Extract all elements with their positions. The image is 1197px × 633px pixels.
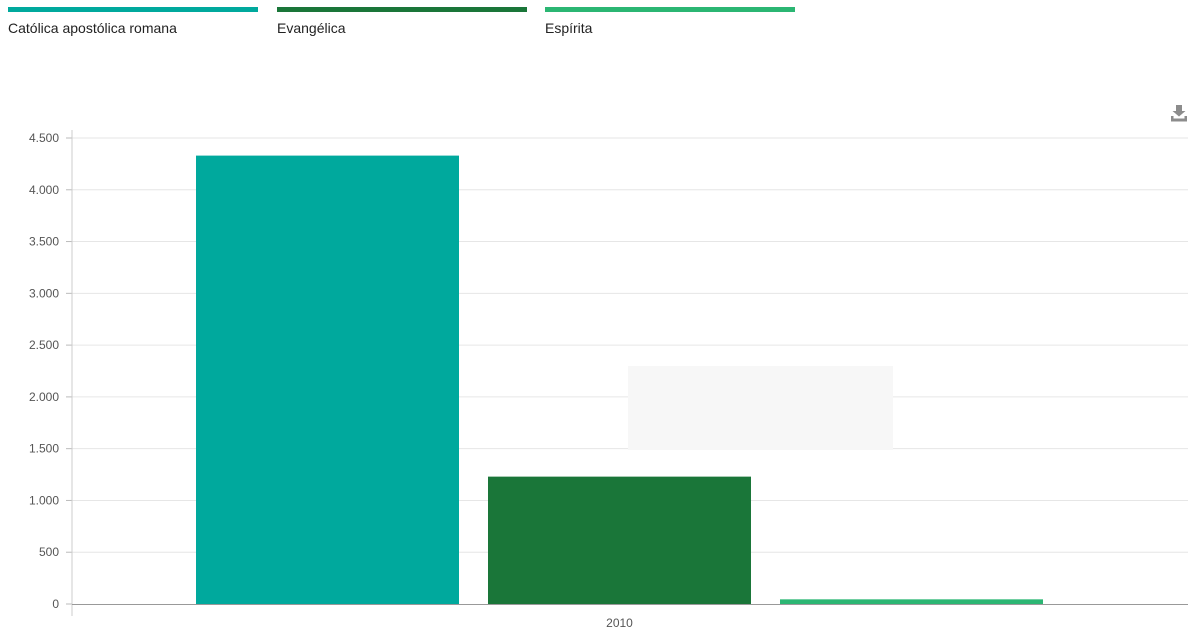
legend-label-evangelica: Evangélica xyxy=(277,20,346,36)
y-tick-label: 2.500 xyxy=(29,338,59,352)
legend-item-espirita[interactable]: Espírita xyxy=(545,7,795,36)
y-tick-label: 500 xyxy=(39,545,59,559)
hover-highlight xyxy=(628,366,893,450)
download-icon[interactable] xyxy=(1170,104,1188,122)
legend: Católica apostólica romana Evangélica Es… xyxy=(0,0,1197,44)
y-tick-label: 1.500 xyxy=(29,442,59,456)
download-icon-graphic xyxy=(1171,105,1187,122)
bars xyxy=(196,155,1043,605)
bar-espírita xyxy=(780,599,1043,604)
bar-evangélica xyxy=(488,476,751,604)
y-tick-label: 1.000 xyxy=(29,493,59,507)
y-tick-label: 0 xyxy=(52,597,59,611)
legend-swatch-espirita xyxy=(545,7,795,12)
legend-label-catolica: Católica apostólica romana xyxy=(8,20,177,36)
y-tick-label: 3.000 xyxy=(29,286,59,300)
y-tick-label: 4.000 xyxy=(29,183,59,197)
legend-item-catolica[interactable]: Católica apostólica romana xyxy=(8,7,258,36)
x-tick-label: 2010 xyxy=(606,616,633,630)
legend-swatch-catolica xyxy=(8,7,258,12)
y-tick-label: 3.500 xyxy=(29,235,59,249)
y-tick-label: 2.000 xyxy=(29,390,59,404)
axes xyxy=(71,130,1188,616)
tick-labels: 0 500 1.000 1.500 2.000 2.500 3.000 3.500 4.000 4… xyxy=(29,131,633,630)
legend-item-evangelica[interactable]: Evangélica xyxy=(277,7,527,36)
y-tick-label: 4.500 xyxy=(29,131,59,145)
bar-católica xyxy=(196,155,459,605)
legend-label-espirita: Espírita xyxy=(545,20,593,36)
legend-swatch-evangelica xyxy=(277,7,527,12)
